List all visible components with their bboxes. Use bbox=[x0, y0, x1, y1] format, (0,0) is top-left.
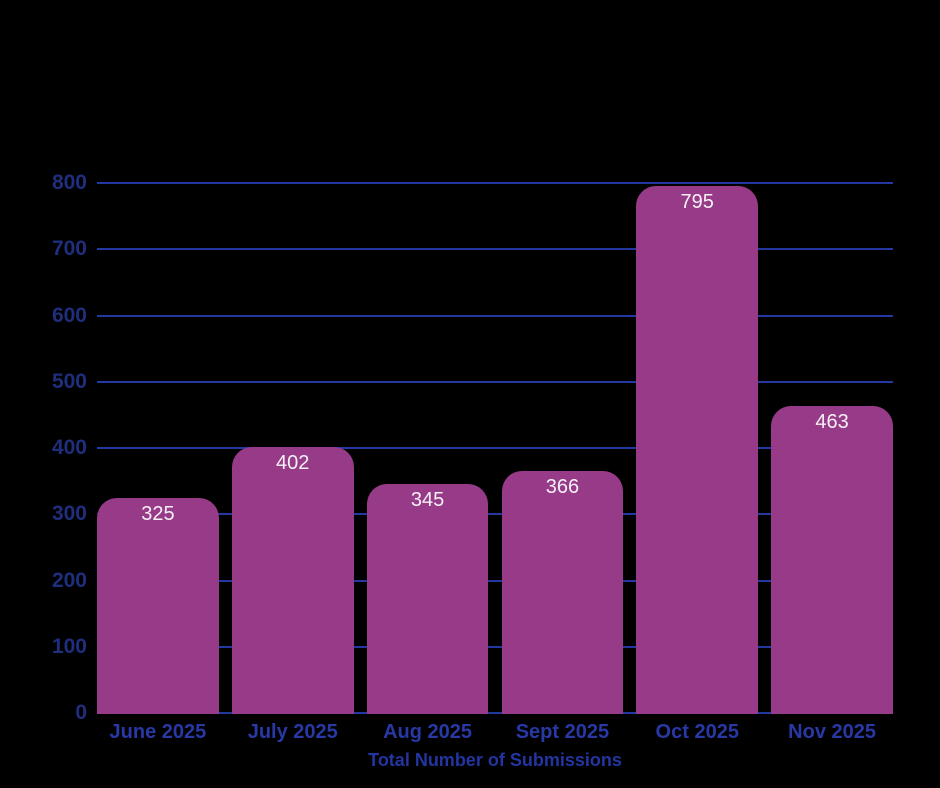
gridline-500 bbox=[97, 380, 893, 383]
y-tick-label-300: 300 bbox=[51, 502, 87, 526]
bar-value-label: 463 bbox=[815, 411, 849, 434]
gridline-0 bbox=[97, 712, 893, 714]
x-tick-label-sept-2025: Sept 2025 bbox=[515, 721, 610, 743]
x-tick-label-oct-2025: Oct 2025 bbox=[655, 721, 739, 743]
gridline-400 bbox=[97, 447, 893, 449]
x-tick-label-june-2025: June 2025 bbox=[109, 721, 207, 743]
x-tick-label-aug-2025: Aug 2025 bbox=[383, 721, 473, 743]
bar-nov-2025: 463 bbox=[771, 406, 893, 714]
bar-oct-2025: 795 bbox=[636, 186, 759, 714]
bar-value-label: 366 bbox=[545, 475, 580, 498]
y-tick-label-500: 500 bbox=[51, 369, 87, 393]
x-tick-label-nov-2025: Nov 2025 bbox=[788, 721, 876, 743]
x-axis-title: Total Number of Submissions bbox=[368, 750, 622, 770]
gridline-200 bbox=[97, 579, 893, 582]
bar-aug-2025: 345 bbox=[366, 484, 489, 714]
gridline-300 bbox=[97, 513, 893, 516]
bar-sept-2025: 366 bbox=[501, 470, 624, 714]
y-tick-label-100: 100 bbox=[51, 634, 87, 658]
y-tick-label-400: 400 bbox=[51, 436, 87, 459]
gridline-100 bbox=[97, 645, 893, 648]
y-tick-label-200: 200 bbox=[51, 568, 87, 592]
x-tick-label-july-2025: July 2025 bbox=[247, 721, 338, 743]
bar-june-2025: 325 bbox=[97, 497, 219, 714]
gridline-700 bbox=[97, 248, 893, 251]
bar-value-label: 345 bbox=[410, 489, 445, 512]
y-tick-label-700: 700 bbox=[51, 237, 87, 261]
gridline-800 bbox=[97, 182, 893, 184]
y-tick-label-800: 800 bbox=[51, 171, 87, 194]
y-tick-label-600: 600 bbox=[51, 303, 87, 327]
y-tick-label-0: 0 bbox=[75, 701, 87, 724]
bar-value-label: 325 bbox=[141, 502, 175, 525]
bar-july-2025: 402 bbox=[231, 446, 354, 714]
gridline-600 bbox=[97, 314, 893, 317]
bar-value-label: 795 bbox=[680, 191, 714, 214]
bar-value-label: 402 bbox=[276, 451, 310, 474]
